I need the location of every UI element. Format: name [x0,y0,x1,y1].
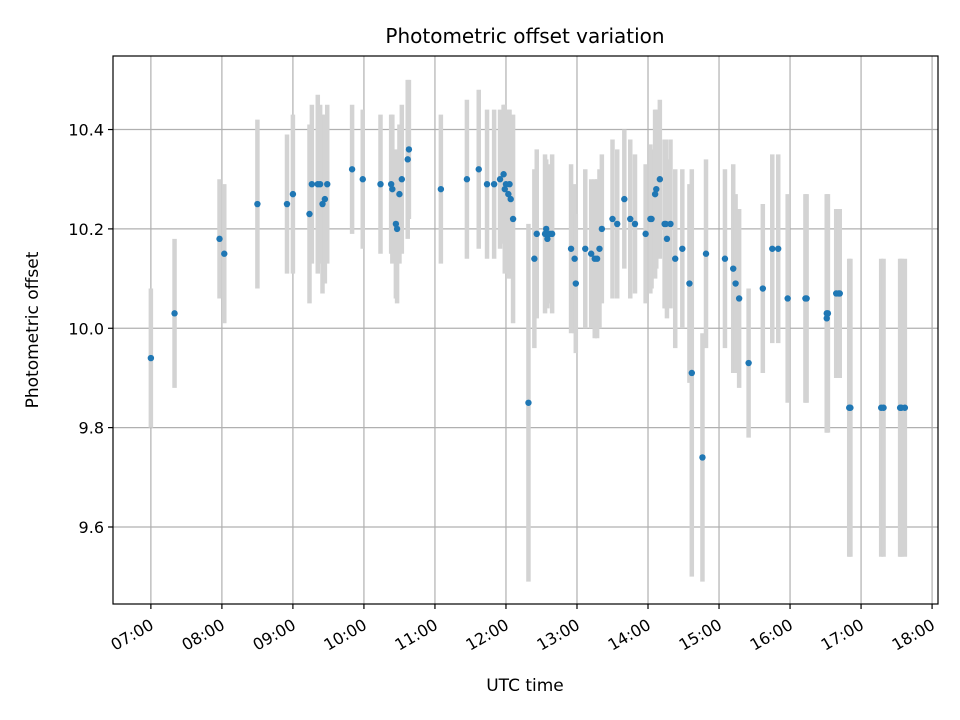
data-point [769,245,776,252]
data-point [216,235,223,243]
data-point [324,180,331,188]
data-point [847,404,854,411]
data-point [653,185,660,193]
data-point [496,176,504,183]
data-point [221,250,228,257]
data-point [627,215,634,223]
data-point [475,166,482,173]
data-point [824,310,832,317]
data-point [306,210,313,218]
chart-title: Photometric offset variation [385,24,664,48]
data-point [667,220,674,228]
data-point [651,190,659,198]
data-point [283,200,291,208]
data-point [308,180,316,188]
data-point [398,176,406,183]
data-point [483,180,491,188]
data-point [587,250,595,257]
data-point [598,225,606,233]
data-point [596,245,603,252]
data-point [359,176,366,183]
data-point [663,235,671,243]
data-point [525,399,532,406]
plot-area-frame [112,55,939,605]
data-point [702,250,710,257]
data-point [679,245,686,252]
data-point [631,220,639,228]
data-point [171,310,178,317]
data-point [572,280,580,287]
data-point [836,290,843,297]
data-point [621,195,628,203]
data-point [688,369,696,377]
data-point [548,230,556,238]
y-tick-label: 10.2 [68,220,104,239]
data-point [509,215,517,223]
data-point [321,195,329,203]
data-point [404,156,411,163]
data-point [593,255,601,262]
data-point [721,255,729,262]
data-point [662,220,669,228]
data-point [507,195,514,203]
data-point [672,255,679,262]
data-point [377,180,384,188]
data-point [784,295,791,302]
data-point [437,185,445,193]
data-point [544,235,551,243]
x-axis-label: UTC time [486,676,564,696]
y-axis-label: Photometric offset [23,251,43,408]
data-point [582,245,589,252]
data-point [531,255,538,262]
data-points [147,146,909,461]
data-point [730,265,737,272]
data-point [543,225,550,233]
data-point [642,230,649,238]
data-point [775,245,782,252]
data-point [500,171,507,178]
data-point [686,280,693,287]
data-point [393,225,401,233]
data-point [505,190,512,198]
data-point [571,255,578,262]
data-point [348,166,356,173]
data-point [541,230,549,238]
y-tick-label: 10.0 [68,319,104,338]
data-point [387,180,395,188]
data-point [823,315,830,322]
data-point [609,215,616,223]
data-point [656,176,664,183]
data-point [319,200,326,208]
y-tick-label: 9.6 [79,518,104,537]
data-point [490,180,498,188]
data-point [533,230,540,238]
data-point [614,220,621,228]
data-point [289,190,297,198]
data-point [699,454,706,461]
data-point [392,220,400,228]
y-tick-label: 10.4 [68,121,104,140]
data-point [147,354,155,362]
data-point [901,404,909,411]
data-point [463,176,471,183]
data-point [745,359,752,367]
data-point [803,295,810,302]
data-point [316,180,324,188]
data-point [396,190,403,198]
data-point [501,185,508,193]
data-point [880,404,887,411]
data-point [759,285,767,292]
y-axis-ticks: 9.6 9.8 10.0 10.2 10.4 [68,121,113,537]
data-point [648,215,655,223]
data-point [735,295,743,302]
data-point [506,180,513,188]
data-point [732,280,739,287]
data-point [389,185,396,193]
y-tick-label: 9.8 [79,419,104,438]
data-point [254,200,261,208]
data-point [567,245,575,252]
data-point [405,146,413,153]
